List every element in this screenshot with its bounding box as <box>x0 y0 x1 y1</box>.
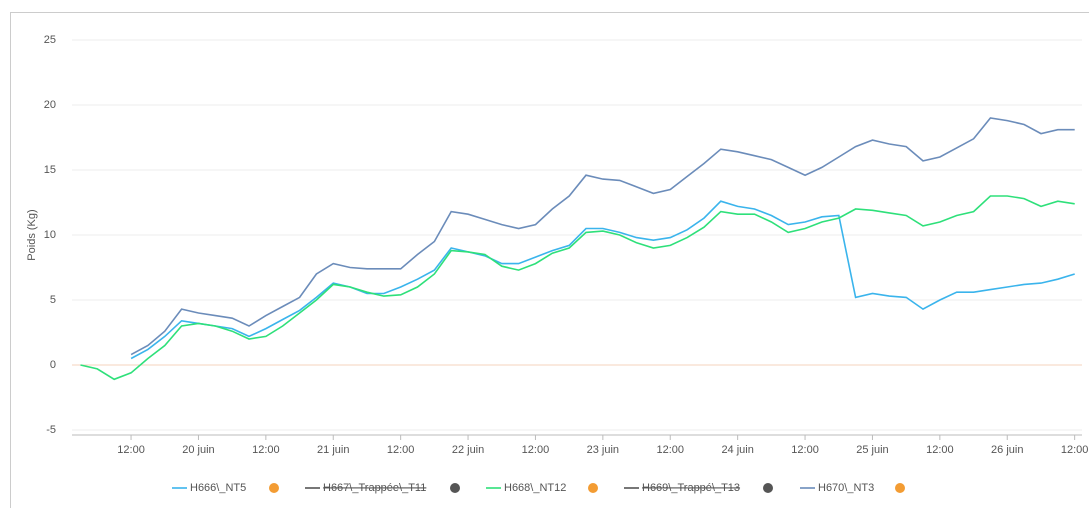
x-tick-label: 21 juin <box>317 444 349 456</box>
x-tick-label: 22 juin <box>452 444 484 456</box>
legend-dot <box>895 483 905 493</box>
x-tick-label: 23 juin <box>587 444 619 456</box>
legend-label[interactable]: H668\_NT12 <box>504 482 566 494</box>
legend-dot <box>269 483 279 493</box>
frame <box>10 12 1089 508</box>
x-tick-label: 12:00 <box>387 444 415 456</box>
y-tick-label: 15 <box>44 164 56 176</box>
y-tick-label: 0 <box>50 359 56 371</box>
x-tick-label: 20 juin <box>182 444 214 456</box>
x-tick-label: 12:00 <box>656 444 684 456</box>
x-tick-label: 12:00 <box>1061 444 1089 456</box>
legend-label[interactable]: H670\_NT3 <box>818 482 874 494</box>
y-axis-label: Poids (Kg) <box>26 209 38 260</box>
x-tick-label: 12:00 <box>252 444 280 456</box>
legend-dot <box>763 483 773 493</box>
y-tick-label: 10 <box>44 229 56 241</box>
legend-dot <box>450 483 460 493</box>
series-line <box>80 195 1075 381</box>
x-tick-label: 12:00 <box>522 444 550 456</box>
legend-label[interactable]: H667\_Trappée\_T11 <box>323 482 426 494</box>
legend-label[interactable]: H669\_Trappé\_T13 <box>642 482 740 494</box>
series-line <box>130 117 1075 356</box>
y-tick-label: 20 <box>44 99 56 111</box>
x-tick-label: 24 juin <box>721 444 753 456</box>
x-tick-label: 12:00 <box>926 444 954 456</box>
legend-label[interactable]: H666\_NT5 <box>190 482 246 494</box>
y-tick-label: 25 <box>44 34 56 46</box>
legend-dot <box>588 483 598 493</box>
x-tick-label: 26 juin <box>991 444 1023 456</box>
x-tick-label: 12:00 <box>791 444 819 456</box>
x-tick-label: 25 juin <box>856 444 888 456</box>
y-tick-label: -5 <box>46 424 56 436</box>
y-tick-label: 5 <box>50 294 56 306</box>
x-tick-label: 12:00 <box>117 444 145 456</box>
series-line <box>130 200 1075 360</box>
